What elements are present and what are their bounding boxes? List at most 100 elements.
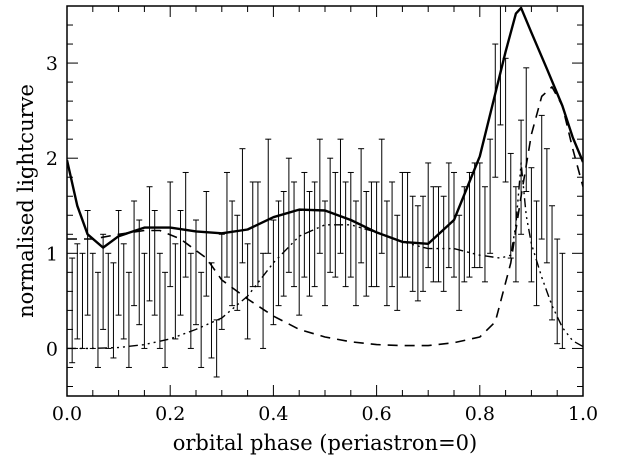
error-bar (543, 148, 550, 264)
error-bar (487, 138, 494, 254)
error-bar (352, 200, 359, 307)
error-bars (69, 6, 566, 378)
error-bar (363, 190, 370, 297)
error-bar (260, 252, 267, 349)
error-bar (492, 43, 499, 178)
x-tick-label: 0.0 (52, 403, 82, 425)
error-bar (306, 190, 313, 297)
error-bar (358, 148, 365, 264)
error-bar (249, 181, 256, 288)
error-bar (115, 210, 122, 316)
error-bar (445, 162, 452, 269)
error-bar (120, 243, 127, 340)
error-bar (285, 157, 292, 273)
error-bar (440, 195, 447, 292)
error-bar (89, 252, 96, 349)
error-bar (94, 271, 101, 368)
y-axis-label: normalised lightcurve (14, 84, 38, 318)
error-bar (223, 171, 230, 278)
error-bar (79, 252, 86, 349)
error-bar (265, 138, 272, 254)
y-tick-label: 2 (46, 148, 58, 170)
error-bar (182, 171, 189, 278)
error-bar (456, 214, 463, 311)
error-bar (399, 171, 406, 278)
error-bar (105, 252, 112, 349)
error-bar (389, 181, 396, 288)
error-bar (84, 210, 91, 316)
error-bar (136, 219, 143, 326)
error-bar (100, 233, 107, 330)
series-line-dashed (67, 86, 583, 347)
error-bar (291, 181, 298, 288)
y-tick-label: 0 (46, 338, 58, 360)
error-bar (533, 200, 540, 307)
error-bar (337, 138, 344, 254)
x-tick-label: 0.8 (465, 403, 495, 425)
error-bar (373, 181, 380, 288)
error-bar (342, 181, 349, 288)
error-bar (502, 57, 509, 183)
error-bar (239, 148, 246, 264)
y-tick-label: 1 (46, 243, 58, 265)
error-bar (177, 210, 184, 316)
error-bar (430, 186, 437, 283)
error-bar (280, 190, 287, 297)
error-bar (146, 186, 153, 302)
axis-ticks (66, 6, 584, 396)
error-bar (476, 162, 483, 269)
error-bar (275, 200, 282, 307)
series-line-solid (67, 6, 583, 249)
error-bar (394, 214, 401, 311)
x-tick-label: 0.6 (361, 403, 391, 425)
error-bar (162, 271, 169, 368)
x-axis-label: orbital phase (periastron=0) (173, 431, 477, 455)
error-bar (347, 171, 354, 278)
error-bar (316, 138, 323, 254)
error-bar (528, 167, 535, 283)
error-bar (301, 171, 308, 278)
error-bar (187, 252, 194, 349)
error-bar (451, 171, 457, 278)
model-curves (67, 6, 583, 350)
error-bar (523, 67, 530, 192)
error-bar (270, 219, 277, 326)
error-bar (74, 243, 81, 340)
error-bar (518, 119, 525, 235)
error-bar (254, 181, 261, 288)
error-bar (414, 205, 421, 302)
error-bar (296, 210, 303, 316)
error-bar (481, 186, 488, 283)
x-tick-label: 1.0 (568, 403, 598, 425)
error-bar (156, 252, 163, 349)
error-bar (198, 271, 205, 368)
error-bar (497, 6, 504, 126)
error-bar (151, 210, 158, 316)
error-bar (322, 200, 328, 307)
error-bar (327, 157, 334, 273)
error-bar (368, 181, 375, 288)
error-bar (213, 319, 220, 378)
error-bar (141, 252, 148, 349)
series-line-dash-dot (67, 162, 583, 350)
x-tick-label: 0.2 (155, 403, 185, 425)
error-bar (125, 271, 132, 368)
error-bar (203, 190, 210, 297)
error-bar (172, 243, 179, 340)
error-bar (549, 205, 556, 321)
error-bar (471, 162, 478, 269)
x-tick-label: 0.4 (258, 403, 288, 425)
y-tick-labels: 0 1 2 3 (46, 53, 58, 360)
error-bar (404, 171, 411, 278)
error-bar (538, 114, 545, 240)
error-bar (193, 219, 199, 326)
y-tick-label: 3 (46, 53, 58, 75)
error-bar (110, 262, 117, 359)
error-bar (383, 200, 390, 307)
error-bar (208, 262, 215, 359)
error-bar (244, 243, 251, 340)
error-bar (425, 162, 432, 269)
error-bar (311, 181, 318, 288)
x-tick-labels: 0.0 0.2 0.4 0.6 0.8 1.0 (52, 403, 598, 425)
